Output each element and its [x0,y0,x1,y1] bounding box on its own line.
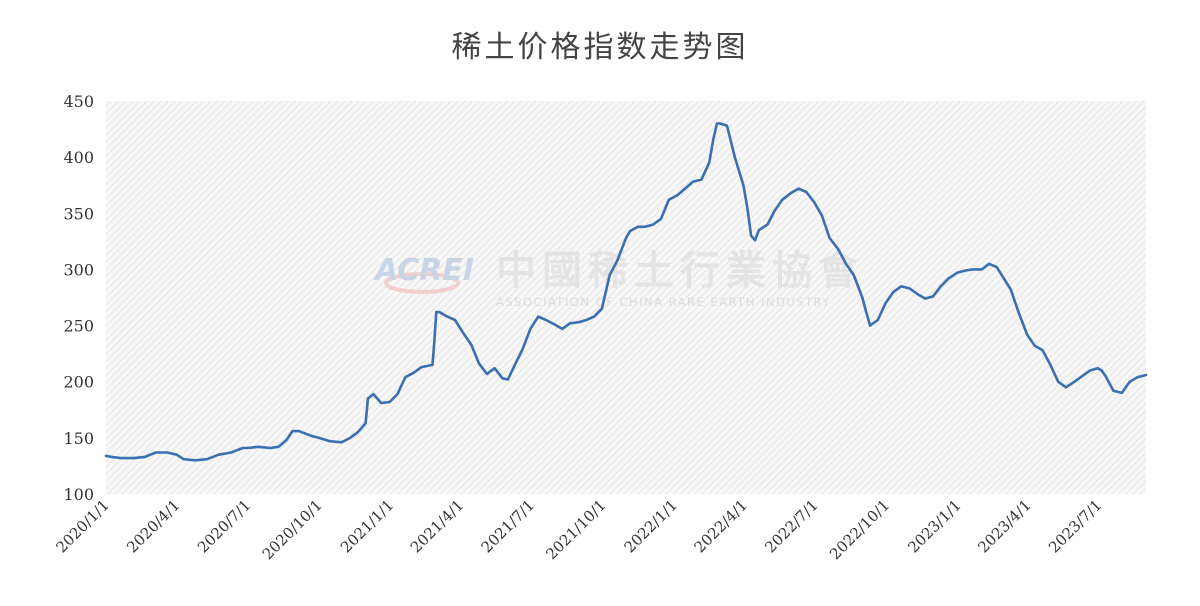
x-tick-label: 2021/7/1 [478,496,538,556]
y-tick-label: 250 [63,317,94,336]
chart-title: 稀土价格指数走势图 [451,30,749,65]
price-index-line [104,122,1148,462]
plot-area [106,101,1146,494]
x-tick-label: 2021/1/1 [337,496,397,556]
y-tick-label: 450 [63,92,94,111]
x-tick-label: 2020/4/1 [123,496,183,556]
x-tick-label: 2020/7/1 [194,496,254,556]
x-tick-label: 2022/4/1 [691,496,751,556]
y-tick-label: 300 [63,260,94,279]
x-tick-label: 2020/10/1 [259,496,326,563]
y-tick-label: 100 [63,485,94,504]
y-tick-label: 200 [63,373,94,392]
x-tick-label: 2022/1/1 [621,496,681,556]
y-axis: 100 150 200 250 300 350 400 450 [63,92,94,504]
watermark-name-cn: 中國稀土行業協會 [496,247,864,294]
x-tick-label: 2021/10/1 [542,496,609,563]
x-tick-label: 2020/1/1 [52,496,112,556]
watermark-logo-swoosh [384,272,460,294]
y-tick-label: 150 [63,429,94,448]
x-tick-label: 2023/4/1 [974,496,1034,556]
y-tick-label: 400 [63,148,94,167]
watermark: ACREI 中國稀土行業協會 ASSOCIATION OF CHINA RARE… [373,247,864,309]
watermark-name-en: ASSOCIATION OF CHINA RARE EARTH INDUSTRY [496,295,831,309]
watermark-logo-text: ACREI [373,253,474,288]
x-tick-label: 2023/1/1 [904,496,964,556]
x-tick-label: 2022/10/1 [826,496,893,563]
x-axis: 2020/1/1 2020/4/1 2020/7/1 2020/10/1 2021/1/… [52,496,1105,563]
x-tick-label: 2023/7/1 [1045,496,1105,556]
y-tick-label: 350 [63,204,94,223]
x-tick-label: 2021/4/1 [407,496,467,556]
x-tick-label: 2022/7/1 [761,496,821,556]
